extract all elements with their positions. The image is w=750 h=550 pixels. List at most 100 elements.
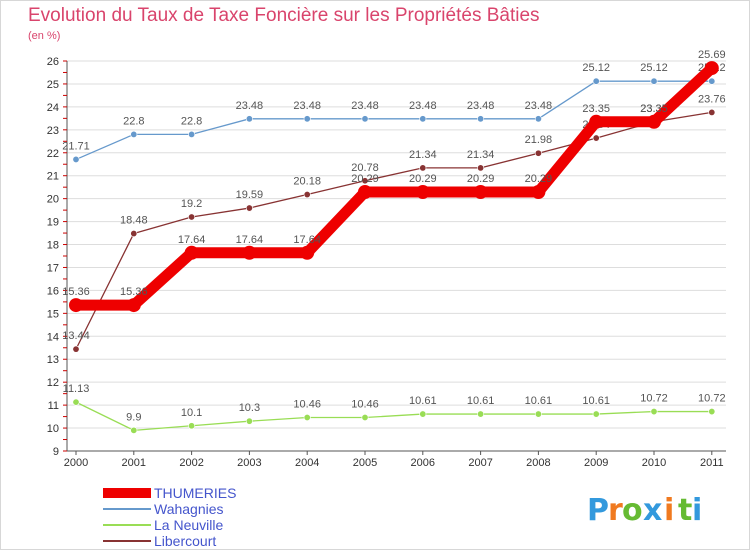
data-label: 23.48 — [525, 100, 553, 112]
data-label: 17.64 — [293, 234, 321, 246]
data-label: 23.48 — [409, 100, 437, 112]
data-point — [188, 422, 196, 430]
data-point — [72, 345, 80, 353]
data-label: 20.18 — [293, 176, 321, 188]
data-point — [242, 245, 257, 260]
data-point — [650, 408, 658, 416]
y-tick-label: 17 — [47, 262, 59, 274]
data-point — [245, 115, 253, 123]
data-point — [130, 426, 138, 434]
data-label: 10.61 — [582, 395, 610, 407]
x-tick-label: 2008 — [526, 457, 550, 469]
legend-label: Wahagnies — [154, 501, 224, 517]
data-label: 25.69 — [698, 49, 726, 61]
data-point — [245, 204, 253, 212]
data-label: 19.59 — [236, 189, 264, 201]
data-point — [126, 298, 141, 313]
logo-letter: x — [643, 493, 662, 528]
data-label: 15.36 — [120, 286, 148, 298]
y-tick-label: 11 — [48, 400, 59, 412]
data-point — [473, 184, 488, 199]
data-point — [534, 115, 542, 123]
data-point — [358, 184, 372, 199]
data-label: 25.12 — [582, 62, 610, 74]
data-point — [188, 213, 196, 221]
y-tick-label: 21 — [47, 171, 59, 183]
data-point — [704, 61, 719, 76]
data-label: 18.48 — [120, 215, 148, 227]
data-label: 23.35 — [640, 103, 668, 115]
y-tick-label: 23 — [47, 125, 59, 137]
data-point — [477, 164, 485, 172]
y-tick-label: 9 — [53, 446, 59, 458]
legend-label: La Neuville — [154, 517, 223, 533]
data-point — [534, 410, 542, 418]
data-label: 21.34 — [409, 149, 437, 161]
data-label: 20.29 — [351, 173, 379, 185]
x-tick-label: 2003 — [237, 457, 261, 469]
data-label: 10.61 — [409, 395, 437, 407]
data-label: 23.48 — [467, 100, 495, 112]
data-point — [708, 408, 716, 416]
data-label: 10.1 — [181, 407, 202, 419]
chart-title: Evolution du Taux de Taxe Foncière sur l… — [28, 5, 540, 26]
data-point — [534, 149, 542, 157]
data-label: 22.8 — [181, 115, 202, 127]
x-tick-label: 2011 — [700, 457, 724, 469]
data-label: 23.48 — [351, 100, 379, 112]
y-tick-label: 13 — [47, 354, 59, 366]
data-label: 23.35 — [582, 103, 610, 115]
logo-letter: P — [587, 493, 609, 528]
data-point — [650, 77, 658, 85]
data-label: 20.29 — [525, 173, 553, 185]
y-tick-label: 16 — [47, 285, 59, 297]
data-label: 13.44 — [62, 330, 90, 342]
x-tick-label: 2001 — [122, 457, 146, 469]
data-point — [708, 108, 716, 116]
data-point — [531, 184, 546, 199]
data-label: 23.76 — [698, 93, 726, 105]
data-label: 21.34 — [467, 149, 495, 161]
series-wahagnies: 21.71 22.8 22.8 23.48 23.48 23.48 23.48 23.48 23… — [62, 62, 726, 163]
series-line-libercourt — [75, 111, 713, 350]
data-point — [592, 77, 600, 85]
logo-letter: r — [608, 493, 623, 528]
data-point — [647, 114, 661, 129]
data-point — [130, 230, 138, 238]
data-point — [300, 245, 315, 260]
series-thumeries: 15.36 15.36 17.64 17.64 17.64 20.29 20.29 20.29… — [62, 49, 726, 313]
y-tick-label: 24 — [47, 102, 59, 114]
data-point — [361, 177, 369, 185]
x-tick-label: 2009 — [584, 457, 608, 469]
data-point — [72, 398, 80, 406]
data-label: 11.13 — [63, 383, 90, 395]
data-label: 17.64 — [236, 234, 264, 246]
y-tick-label: 18 — [47, 240, 59, 252]
legend-label: Libercourt — [154, 533, 216, 549]
x-tick-label: 2010 — [642, 457, 666, 469]
data-label: 10.72 — [640, 393, 668, 405]
logo-letter: i — [664, 493, 674, 528]
x-tick-label: 2007 — [468, 457, 492, 469]
data-label: 21.71 — [62, 140, 90, 152]
data-label: 9.9 — [126, 411, 141, 423]
data-label: 20.29 — [467, 173, 495, 185]
data-point — [419, 410, 427, 418]
logo-letter: o — [622, 493, 643, 528]
data-label: 21.98 — [525, 134, 553, 146]
x-tick-label: 2006 — [411, 457, 435, 469]
data-point — [708, 77, 716, 85]
data-point — [361, 115, 369, 123]
x-tick-label: 2002 — [179, 457, 203, 469]
data-point — [415, 184, 430, 199]
data-point — [589, 114, 604, 129]
data-point — [130, 130, 138, 138]
data-label: 10.72 — [698, 393, 726, 405]
data-label: 23.48 — [293, 100, 321, 112]
data-label: 10.46 — [351, 399, 379, 411]
y-tick-label: 15 — [47, 308, 59, 320]
data-point — [592, 410, 600, 418]
logo-letter: i — [692, 493, 702, 528]
